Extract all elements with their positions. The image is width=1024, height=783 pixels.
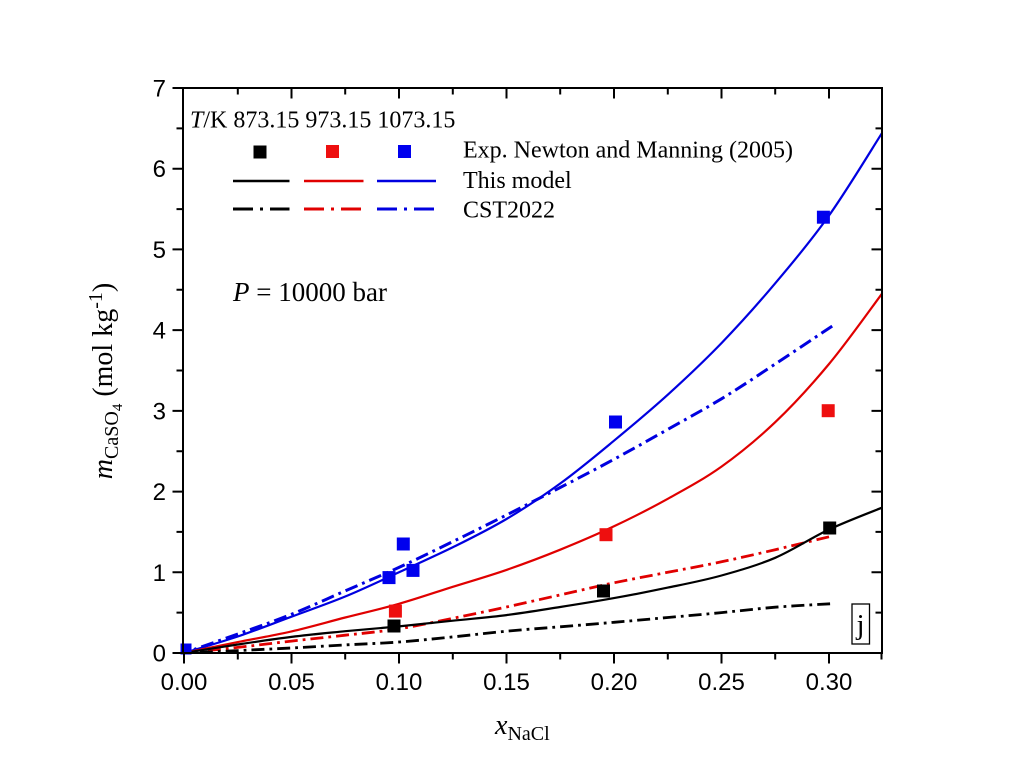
svg-text:1: 1 xyxy=(153,560,166,587)
svg-text:CST2022: CST2022 xyxy=(463,198,555,224)
svg-text:3: 3 xyxy=(153,398,166,425)
svg-text:6: 6 xyxy=(153,156,166,183)
svg-text:xNaCl: xNaCl xyxy=(494,710,550,745)
svg-text:2: 2 xyxy=(153,479,166,506)
svg-text:0.05: 0.05 xyxy=(268,669,315,696)
svg-text:j: j xyxy=(855,609,864,641)
svg-text:0: 0 xyxy=(153,641,166,668)
svg-text:5: 5 xyxy=(153,237,166,264)
svg-text:P = 10000 bar: P = 10000 bar xyxy=(232,277,387,307)
svg-text:0.00: 0.00 xyxy=(161,669,208,696)
svg-text:Exp. Newton and Manning (2005): Exp. Newton and Manning (2005) xyxy=(463,138,793,164)
svg-text:T/K 873.15 973.15 1073.15: T/K 873.15 973.15 1073.15 xyxy=(190,108,455,134)
svg-text:0.10: 0.10 xyxy=(376,669,423,696)
svg-text:0.25: 0.25 xyxy=(698,669,745,696)
svg-text:mCaSO4 (mol kg-1): mCaSO4 (mol kg-1) xyxy=(85,283,126,479)
svg-text:7: 7 xyxy=(153,76,166,103)
svg-text:0.20: 0.20 xyxy=(591,669,638,696)
svg-text:This model: This model xyxy=(463,168,572,194)
svg-text:4: 4 xyxy=(153,318,166,345)
svg-text:0.15: 0.15 xyxy=(483,669,530,696)
svg-text:0.30: 0.30 xyxy=(806,669,853,696)
